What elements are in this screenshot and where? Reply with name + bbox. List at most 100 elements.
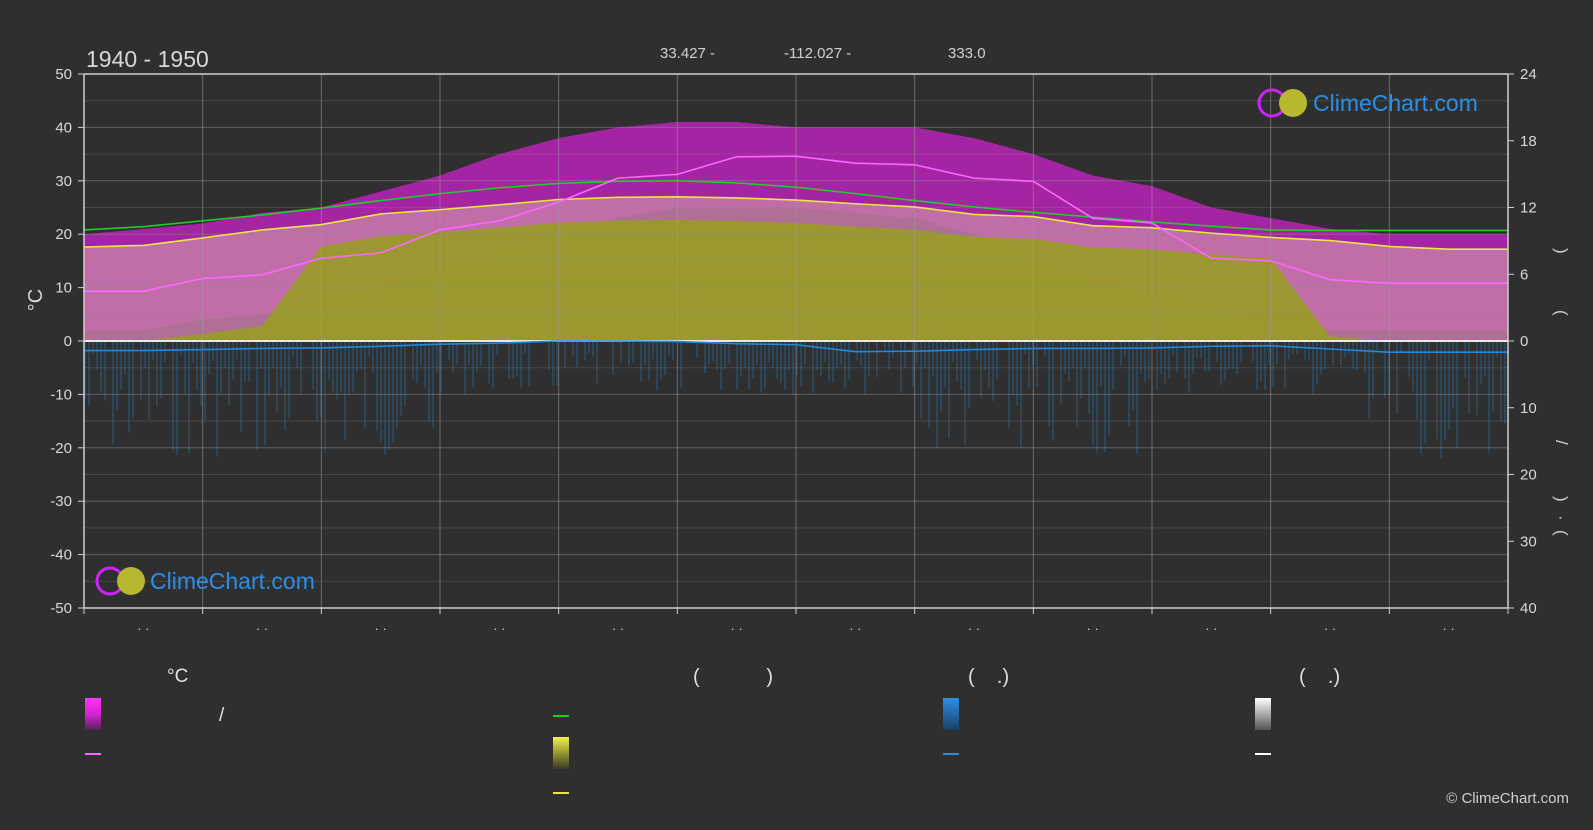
precipitation-bar (328, 341, 330, 380)
left-tick-label: 30 (55, 173, 72, 190)
precipitation-bar (508, 341, 510, 379)
precipitation-bar (272, 341, 274, 369)
precipitation-bar (1096, 341, 1098, 453)
precipitation-bar (496, 341, 498, 356)
precipitation-bar (828, 341, 830, 382)
precipitation-bar (276, 341, 278, 412)
precipitation-bar (992, 341, 994, 401)
precipitation-bar (396, 341, 398, 429)
precipitation-bar (1060, 341, 1062, 405)
precipitation-bar (1188, 341, 1190, 393)
left-tick-label: 50 (55, 66, 72, 83)
precipitation-bar (948, 341, 950, 439)
precipitation-bar (1408, 341, 1410, 377)
precipitation-bar (1092, 341, 1094, 446)
precipitation-bar (452, 341, 454, 373)
precipitation-bar (964, 341, 966, 447)
precipitation-bar (204, 341, 206, 420)
right-tick-label: 18 (1520, 133, 1537, 150)
month-label: · · (375, 621, 387, 636)
precipitation-bar (1048, 341, 1050, 427)
logo-text: ClimeChart.com (150, 568, 315, 594)
precipitation-bar (336, 341, 338, 400)
precipitation-bar (820, 341, 822, 376)
precipitation-bar (832, 341, 834, 383)
precipitation-bar (448, 341, 450, 361)
precipitation-bar (968, 341, 970, 408)
precipitation-bar (356, 341, 358, 373)
precipitation-bar (1504, 341, 1506, 425)
precipitation-bar (1384, 341, 1386, 399)
precipitation-bar (620, 341, 622, 363)
precipitation-bar (424, 341, 426, 388)
precipitation-bar (420, 341, 422, 367)
precipitation-bar (696, 341, 698, 358)
precipitation-bar (588, 341, 590, 354)
precipitation-bar (412, 341, 414, 380)
daylight-hours-line (83, 179, 1508, 232)
precipitation-bar (236, 341, 238, 360)
month-label: · · (493, 621, 505, 636)
precipitation-bar (1216, 341, 1218, 362)
month-label: · · (612, 621, 624, 636)
precipitation-bar (1224, 341, 1226, 381)
precipitation-bar (1304, 341, 1306, 360)
precipitation-bar (364, 341, 366, 429)
climechart-logo-bottom[interactable]: ClimeChart.com (95, 566, 315, 596)
precipitation-bar (128, 341, 130, 433)
precipitation-bar (1080, 341, 1082, 399)
precipitation-bar (184, 341, 186, 394)
precipitation-bar (1264, 341, 1266, 391)
precipitation-bar (1476, 341, 1478, 416)
precipitation-bar (1204, 341, 1206, 371)
precipitation-bar (1348, 341, 1350, 354)
left-axis-label: °C (25, 289, 47, 311)
climechart-logo-top[interactable]: ClimeChart.com (1257, 88, 1478, 118)
precipitation-bar (524, 341, 526, 354)
precipitation-bar (1360, 341, 1362, 353)
precipitation-bar (1312, 341, 1314, 394)
precipitation-bar (264, 341, 266, 445)
precipitation-bar (572, 341, 574, 356)
precipitation-bar (704, 341, 706, 374)
precipitation-bar (1112, 341, 1114, 390)
precipitation-bar (748, 341, 750, 390)
precipitation-bar (380, 341, 382, 442)
precipitation-bar (1108, 341, 1110, 436)
precipitation-bar (976, 341, 978, 361)
precipitation-bar (1468, 341, 1470, 414)
precipitation-bar (840, 341, 842, 365)
precipitation-bar (648, 341, 650, 381)
latitude-label: 33.427 - (660, 45, 715, 62)
legend-rain-swatch (943, 698, 959, 730)
precipitation-bar (1464, 341, 1466, 378)
precipitation-bar (1132, 341, 1134, 411)
precipitation-bar (1496, 341, 1498, 358)
precipitation-bar (1156, 341, 1158, 391)
precipitation-bar (868, 341, 870, 377)
precipitation-bar (728, 341, 730, 364)
precipitation-bar (1368, 341, 1370, 419)
precipitation-bar (220, 341, 222, 394)
precipitation-bar (1012, 341, 1014, 395)
precipitation-bar (1160, 341, 1162, 375)
precipitation-bar (884, 341, 886, 352)
precipitation-bar (744, 341, 746, 368)
period-label: 1940 - 1950 (86, 46, 209, 72)
precipitation-bar (596, 341, 598, 384)
left-tick-label: -50 (50, 600, 72, 617)
right-axis-fragment: ( (1552, 310, 1571, 316)
precipitation-bar (1088, 341, 1090, 415)
precipitation-bar (1316, 341, 1318, 385)
precipitation-bar (1196, 341, 1198, 359)
precipitation-bar (924, 341, 926, 369)
precipitation-bar (240, 341, 242, 432)
precipitation-bar (144, 341, 146, 369)
precipitation-bar (1352, 341, 1354, 369)
precipitation-bar (1036, 341, 1038, 387)
month-label: · · (731, 621, 743, 636)
precipitation-bar (212, 341, 214, 362)
precipitation-bar (1260, 341, 1262, 382)
right-tick-label: 30 (1520, 533, 1537, 550)
precipitation-bar (1028, 341, 1030, 389)
